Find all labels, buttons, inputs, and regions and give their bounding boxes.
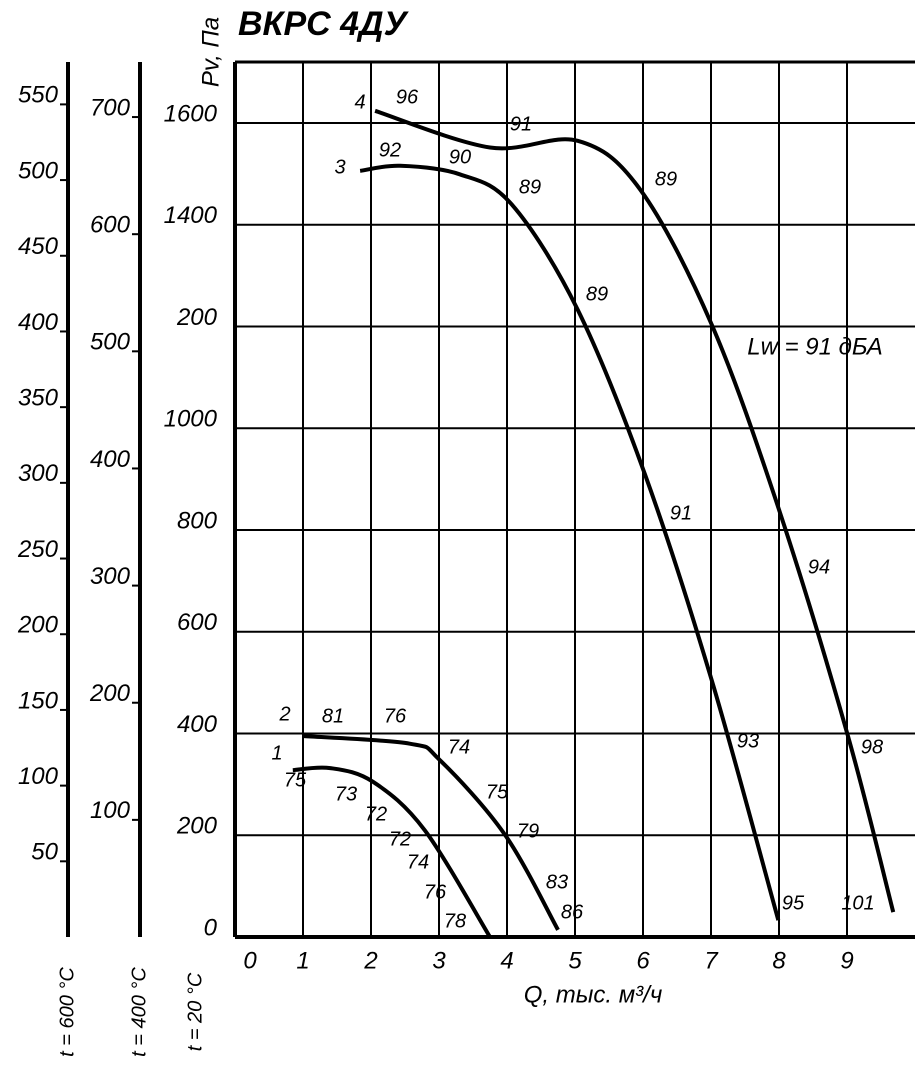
y-tick-label: 100 bbox=[90, 797, 131, 824]
noise-label: 76 bbox=[384, 705, 407, 727]
noise-label: 89 bbox=[655, 168, 677, 190]
noise-label: 75 bbox=[486, 781, 509, 803]
noise-label: 89 bbox=[586, 283, 608, 305]
curve bbox=[302, 734, 560, 931]
noise-label: 74 bbox=[448, 736, 470, 758]
x-axis-label: Q, тыс. м³/ч bbox=[524, 981, 663, 1008]
noise-label: 96 bbox=[396, 86, 419, 108]
noise-label: 90 bbox=[449, 146, 471, 168]
noise-label: 86 bbox=[561, 901, 584, 923]
x-tick-label: 9 bbox=[840, 947, 853, 974]
secondary-axis-label: t = 20 °C bbox=[184, 972, 206, 1051]
legend-label: 4 bbox=[354, 91, 365, 113]
x-tick-label: 3 bbox=[432, 947, 446, 974]
y-tick-label: 500 bbox=[90, 329, 131, 356]
y-tick-label: 200 bbox=[89, 680, 131, 707]
noise-label: 75 bbox=[284, 769, 307, 791]
y-tick-label: 800 bbox=[177, 507, 218, 534]
x-tick-label: 1 bbox=[296, 947, 309, 974]
noise-label: 73 bbox=[335, 783, 357, 805]
y-tick-label: 100 bbox=[18, 763, 59, 790]
curve bbox=[374, 108, 896, 913]
noise-label: 91 bbox=[510, 113, 532, 135]
noise-label: 95 bbox=[782, 892, 805, 914]
y-tick-label: 1400 bbox=[164, 202, 218, 229]
noise-label: 74 bbox=[407, 851, 429, 873]
y-tick-label: 200 bbox=[176, 813, 218, 840]
y-tick-label: 250 bbox=[17, 536, 59, 563]
y-tick-label: 450 bbox=[18, 233, 59, 260]
noise-label: 83 bbox=[546, 871, 568, 893]
noise-label: 98 bbox=[861, 736, 883, 758]
noise-label: 72 bbox=[389, 828, 411, 850]
y-tick-label: 150 bbox=[18, 687, 59, 714]
noise-label: 78 bbox=[444, 910, 466, 932]
y-tick-label: 550 bbox=[18, 82, 59, 109]
y-tick-label: 1600 bbox=[164, 100, 218, 127]
x-tick-label: 8 bbox=[772, 947, 786, 974]
y-tick-label: 0 bbox=[204, 914, 218, 941]
y-tick-label: 1000 bbox=[164, 406, 218, 433]
curve bbox=[359, 163, 781, 921]
y-tick-label: 50 bbox=[31, 839, 58, 866]
secondary-axis-label: t = 600 °C bbox=[56, 967, 78, 1057]
noise-label: 89 bbox=[519, 176, 541, 198]
noise-label: 92 bbox=[379, 139, 401, 161]
noise-label: 91 bbox=[670, 502, 692, 524]
noise-label: 101 bbox=[841, 892, 874, 914]
noise-label: 76 bbox=[424, 881, 447, 903]
curve bbox=[292, 765, 492, 939]
y-tick-label: 300 bbox=[90, 563, 131, 590]
y-axis-label: Pv, Па bbox=[197, 17, 224, 87]
x-tick-label: 0 bbox=[243, 947, 257, 974]
chart-title: ВКРС 4ДУ bbox=[238, 5, 410, 43]
y-tick-label: 500 bbox=[18, 157, 59, 184]
noise-label: 72 bbox=[365, 803, 387, 825]
y-tick-label: 700 bbox=[90, 94, 131, 121]
noise-label: 79 bbox=[517, 820, 539, 842]
y-tick-label: 400 bbox=[90, 446, 131, 473]
x-tick-label: 6 bbox=[636, 947, 650, 974]
x-tick-label: 7 bbox=[704, 947, 719, 974]
y-tick-label: 200 bbox=[17, 612, 59, 639]
legend-label: 2 bbox=[278, 703, 290, 725]
x-tick-label: 2 bbox=[363, 947, 377, 974]
y-tick-label: 350 bbox=[18, 384, 59, 411]
x-tick-label: 5 bbox=[568, 947, 582, 974]
legend-label: 3 bbox=[334, 156, 345, 178]
y-tick-label: 400 bbox=[18, 309, 59, 336]
y-tick-label: 600 bbox=[177, 609, 218, 636]
secondary-axis-label: t = 400 °C bbox=[128, 967, 150, 1057]
annotation: Lw = 91 дБА bbox=[747, 333, 883, 360]
y-tick-label: 200 bbox=[176, 304, 218, 331]
noise-label: 93 bbox=[737, 730, 759, 752]
x-tick-label: 4 bbox=[500, 947, 513, 974]
legend-label: 1 bbox=[271, 742, 282, 764]
y-tick-label: 400 bbox=[177, 711, 218, 738]
y-tick-label: 300 bbox=[18, 460, 59, 487]
noise-label: 81 bbox=[322, 705, 344, 727]
y-tick-label: 600 bbox=[90, 212, 131, 239]
noise-label: 94 bbox=[808, 556, 830, 578]
